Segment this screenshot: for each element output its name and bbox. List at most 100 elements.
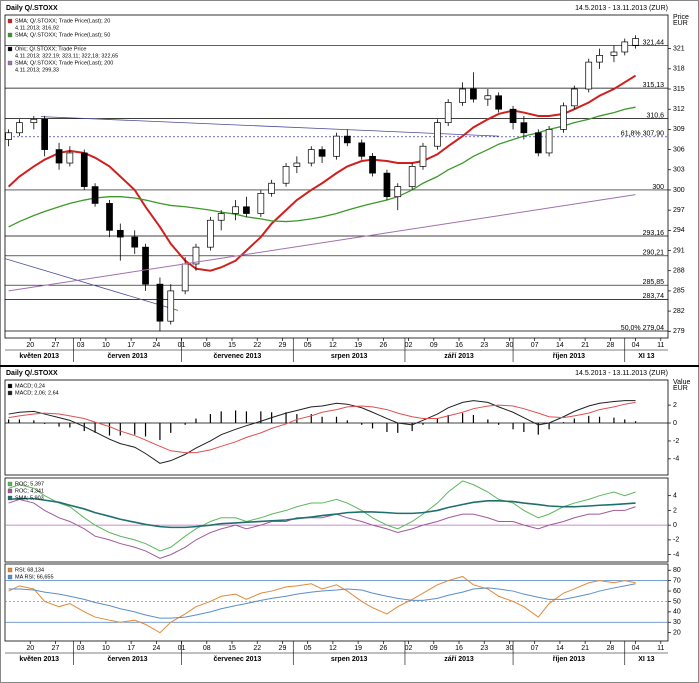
x-tick-label: 02 [405, 342, 413, 349]
y-tick-label: 20 [673, 630, 681, 637]
series-line [8, 498, 636, 559]
legend-label: SMA; 5,903 [15, 495, 44, 501]
x-tick-label: 17 [127, 645, 135, 652]
x-tick-label: 15 [228, 342, 236, 349]
level-label: 300 [652, 184, 664, 191]
y-tick-label: 318 [673, 66, 685, 73]
plot-frame [4, 477, 669, 563]
candle-body [30, 118, 38, 124]
candle-body [383, 172, 391, 198]
x-tick-label: 05 [304, 645, 312, 652]
legend-label: SMA; Q/.STOXX; Trade Price(Last); 200 [15, 60, 113, 66]
y-tick-label: 30 [673, 619, 681, 626]
x-tick-label: 03 [77, 342, 85, 349]
legend-detail: 4.11.2013; 316,92 [15, 25, 59, 31]
plot-frame [4, 563, 669, 642]
x-tick-label: 04 [632, 645, 640, 652]
candle-body [459, 88, 466, 103]
legend-swatch [7, 60, 13, 66]
candle-body [156, 283, 164, 322]
series-line [8, 401, 636, 454]
y-axis-label: EUR [673, 20, 688, 27]
x-tick-label: 14 [556, 645, 564, 652]
trendline [5, 258, 179, 311]
legend-label: MACD; 0,24 [15, 383, 45, 389]
candle-body [116, 229, 124, 238]
candle-body [394, 186, 402, 198]
legend-swatch [7, 46, 13, 52]
x-tick-label: 08 [203, 342, 211, 349]
x-tick-label: 28 [606, 342, 614, 349]
x-tick-label: 27 [52, 342, 60, 349]
legend-detail: 4.11.2013; 299,33 [15, 67, 59, 73]
candle-body [293, 162, 301, 167]
candle-body [16, 122, 23, 134]
y-tick-label: 315 [673, 86, 685, 93]
plot-area [5, 400, 668, 464]
legend-label: Ohlc; Q/.STOXX; Trade Price [15, 46, 86, 52]
x-tick-label: 24 [152, 645, 160, 652]
candle-body [621, 41, 629, 53]
y-tick-label: 288 [673, 268, 685, 275]
legend-label: RSI; 68,134 [15, 567, 44, 573]
x-tick-label: 05 [304, 342, 312, 349]
series-line [8, 497, 636, 529]
y-tick-label: 294 [673, 227, 685, 234]
plot-frame [4, 379, 669, 476]
y-tick-label: 321 [673, 45, 685, 52]
candle-body [484, 95, 492, 100]
y-axis-label: EUR [673, 385, 688, 392]
candle-body [282, 166, 290, 184]
x-tick-label: 19 [354, 645, 362, 652]
candle-body [167, 290, 175, 322]
x-tick-label: 16 [455, 645, 463, 652]
candle-body [41, 118, 48, 150]
legend-detail: 4.11.2013; 322,19; 323,11; 322,18; 322,6… [15, 53, 118, 59]
candle-body [181, 263, 189, 292]
legend-swatch [7, 488, 13, 494]
month-label: červenec 2013 [213, 353, 261, 360]
candle-body [369, 155, 376, 174]
x-tick-label: 11 [657, 342, 664, 349]
candle-body [142, 246, 149, 285]
month-label: XI 13 [638, 353, 654, 360]
series-line [8, 583, 636, 619]
month-label: srpen 2013 [331, 656, 368, 663]
level-label: 321,44 [643, 40, 665, 47]
y-tick-label: 309 [673, 126, 685, 133]
candle-body [5, 132, 12, 140]
legend-label: ROC; 4,341 [15, 488, 44, 494]
x-tick-label: 02 [405, 645, 413, 652]
y-tick-label: 70 [673, 577, 681, 584]
month-label: září 2013 [444, 353, 474, 360]
legend-swatch [7, 481, 13, 487]
y-axis-label: Price [673, 14, 689, 21]
candle-body [318, 149, 326, 157]
x-tick-label: 15 [228, 645, 236, 652]
x-tick-label: 10 [102, 645, 110, 652]
series-line [8, 480, 636, 552]
plot-area [5, 480, 668, 559]
x-tick-label: 29 [279, 342, 287, 349]
candle-body [192, 246, 200, 265]
x-tick-label: 21 [581, 645, 589, 652]
y-tick-label: 300 [673, 187, 685, 194]
candle-body [408, 166, 416, 187]
candle-body [307, 149, 315, 164]
candle-body [570, 88, 578, 107]
x-tick-label: 26 [379, 342, 387, 349]
candle-body [610, 51, 618, 56]
y-tick-label: 306 [673, 146, 685, 153]
month-label: červen 2013 [107, 353, 147, 360]
candle-body [470, 88, 477, 100]
legend-label: MA RSI; 66,655 [15, 574, 54, 580]
candle-body [545, 129, 553, 154]
month-label: XI 13 [638, 656, 654, 663]
x-tick-label: 07 [531, 342, 539, 349]
candle-body [632, 38, 639, 46]
legend-label: SMA; Q/.STOXX; Trade Price(Last); 50 [15, 32, 110, 38]
x-tick-label: 19 [354, 342, 362, 349]
candle-body [207, 219, 214, 248]
panel-title: Daily Q/.STOXX [6, 5, 58, 12]
